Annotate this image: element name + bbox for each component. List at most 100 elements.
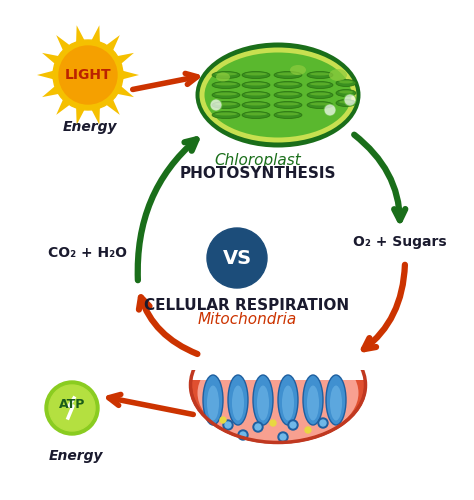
Polygon shape [106, 100, 120, 115]
Circle shape [240, 432, 246, 438]
Ellipse shape [191, 328, 365, 442]
Ellipse shape [215, 82, 237, 86]
Circle shape [225, 422, 231, 428]
Text: ATP: ATP [59, 398, 85, 410]
Polygon shape [91, 108, 100, 124]
Ellipse shape [339, 80, 353, 84]
Polygon shape [76, 26, 84, 42]
Ellipse shape [310, 82, 330, 86]
Ellipse shape [329, 69, 347, 81]
Ellipse shape [274, 112, 302, 118]
Circle shape [210, 99, 222, 111]
Ellipse shape [242, 92, 270, 98]
Ellipse shape [245, 102, 267, 106]
Circle shape [255, 424, 261, 430]
Ellipse shape [307, 92, 333, 98]
Circle shape [344, 94, 356, 106]
Circle shape [53, 40, 123, 110]
Text: VS: VS [222, 248, 252, 268]
Ellipse shape [336, 90, 356, 96]
Ellipse shape [195, 42, 361, 148]
Ellipse shape [253, 375, 273, 425]
Ellipse shape [228, 375, 248, 425]
Ellipse shape [245, 72, 267, 76]
Ellipse shape [257, 386, 269, 420]
Polygon shape [42, 53, 59, 64]
Text: PHOTOSYNTHESIS: PHOTOSYNTHESIS [180, 166, 336, 182]
Ellipse shape [274, 72, 302, 78]
Ellipse shape [242, 102, 270, 108]
Ellipse shape [212, 72, 240, 78]
Ellipse shape [274, 92, 302, 98]
Ellipse shape [278, 375, 298, 425]
Circle shape [270, 420, 276, 426]
Ellipse shape [307, 72, 333, 78]
Text: Mitochondria: Mitochondria [197, 312, 297, 328]
Ellipse shape [242, 72, 270, 78]
Ellipse shape [204, 52, 352, 138]
Ellipse shape [245, 82, 267, 86]
Ellipse shape [277, 112, 299, 116]
Circle shape [324, 104, 336, 116]
Circle shape [288, 420, 298, 430]
Ellipse shape [277, 82, 299, 86]
FancyBboxPatch shape [185, 310, 371, 380]
Circle shape [305, 427, 311, 433]
Circle shape [278, 432, 288, 442]
Ellipse shape [212, 82, 240, 88]
Ellipse shape [207, 386, 219, 420]
Ellipse shape [212, 112, 240, 118]
Ellipse shape [215, 102, 237, 106]
Ellipse shape [339, 90, 353, 94]
Ellipse shape [215, 72, 237, 76]
Ellipse shape [339, 100, 353, 103]
Ellipse shape [336, 80, 356, 86]
Circle shape [45, 381, 99, 435]
Ellipse shape [307, 102, 333, 108]
Polygon shape [106, 35, 120, 50]
Ellipse shape [326, 375, 346, 425]
Text: Chloroplast: Chloroplast [215, 152, 301, 168]
Ellipse shape [242, 82, 270, 88]
Ellipse shape [307, 386, 319, 420]
Ellipse shape [200, 48, 356, 142]
Ellipse shape [198, 344, 358, 442]
Polygon shape [91, 26, 100, 42]
Ellipse shape [274, 82, 302, 88]
Ellipse shape [212, 92, 240, 98]
Circle shape [220, 417, 226, 423]
Ellipse shape [307, 82, 333, 88]
Circle shape [280, 434, 286, 440]
Circle shape [320, 420, 326, 426]
Ellipse shape [212, 102, 240, 108]
Polygon shape [76, 108, 84, 124]
Ellipse shape [277, 102, 299, 106]
Text: CELLULAR RESPIRATION: CELLULAR RESPIRATION [145, 298, 349, 314]
Polygon shape [42, 86, 59, 97]
Circle shape [238, 430, 248, 440]
Circle shape [223, 420, 233, 430]
Ellipse shape [310, 72, 330, 76]
Polygon shape [56, 100, 70, 115]
Text: LIGHT: LIGHT [64, 68, 111, 82]
Polygon shape [118, 53, 134, 64]
Polygon shape [37, 70, 53, 80]
Ellipse shape [330, 386, 342, 420]
Ellipse shape [303, 375, 323, 425]
Text: CO₂ + H₂O: CO₂ + H₂O [48, 246, 128, 260]
Ellipse shape [215, 112, 237, 116]
Ellipse shape [232, 386, 244, 420]
Text: Energy: Energy [49, 449, 103, 463]
Ellipse shape [277, 92, 299, 96]
FancyBboxPatch shape [185, 295, 371, 375]
Circle shape [207, 228, 267, 288]
Ellipse shape [242, 112, 270, 118]
Ellipse shape [290, 65, 306, 75]
Text: O₂ + Sugars: O₂ + Sugars [353, 235, 447, 249]
Ellipse shape [310, 102, 330, 106]
Circle shape [318, 418, 328, 428]
Polygon shape [118, 86, 134, 97]
Circle shape [290, 422, 296, 428]
Ellipse shape [245, 112, 267, 116]
FancyBboxPatch shape [185, 305, 371, 370]
